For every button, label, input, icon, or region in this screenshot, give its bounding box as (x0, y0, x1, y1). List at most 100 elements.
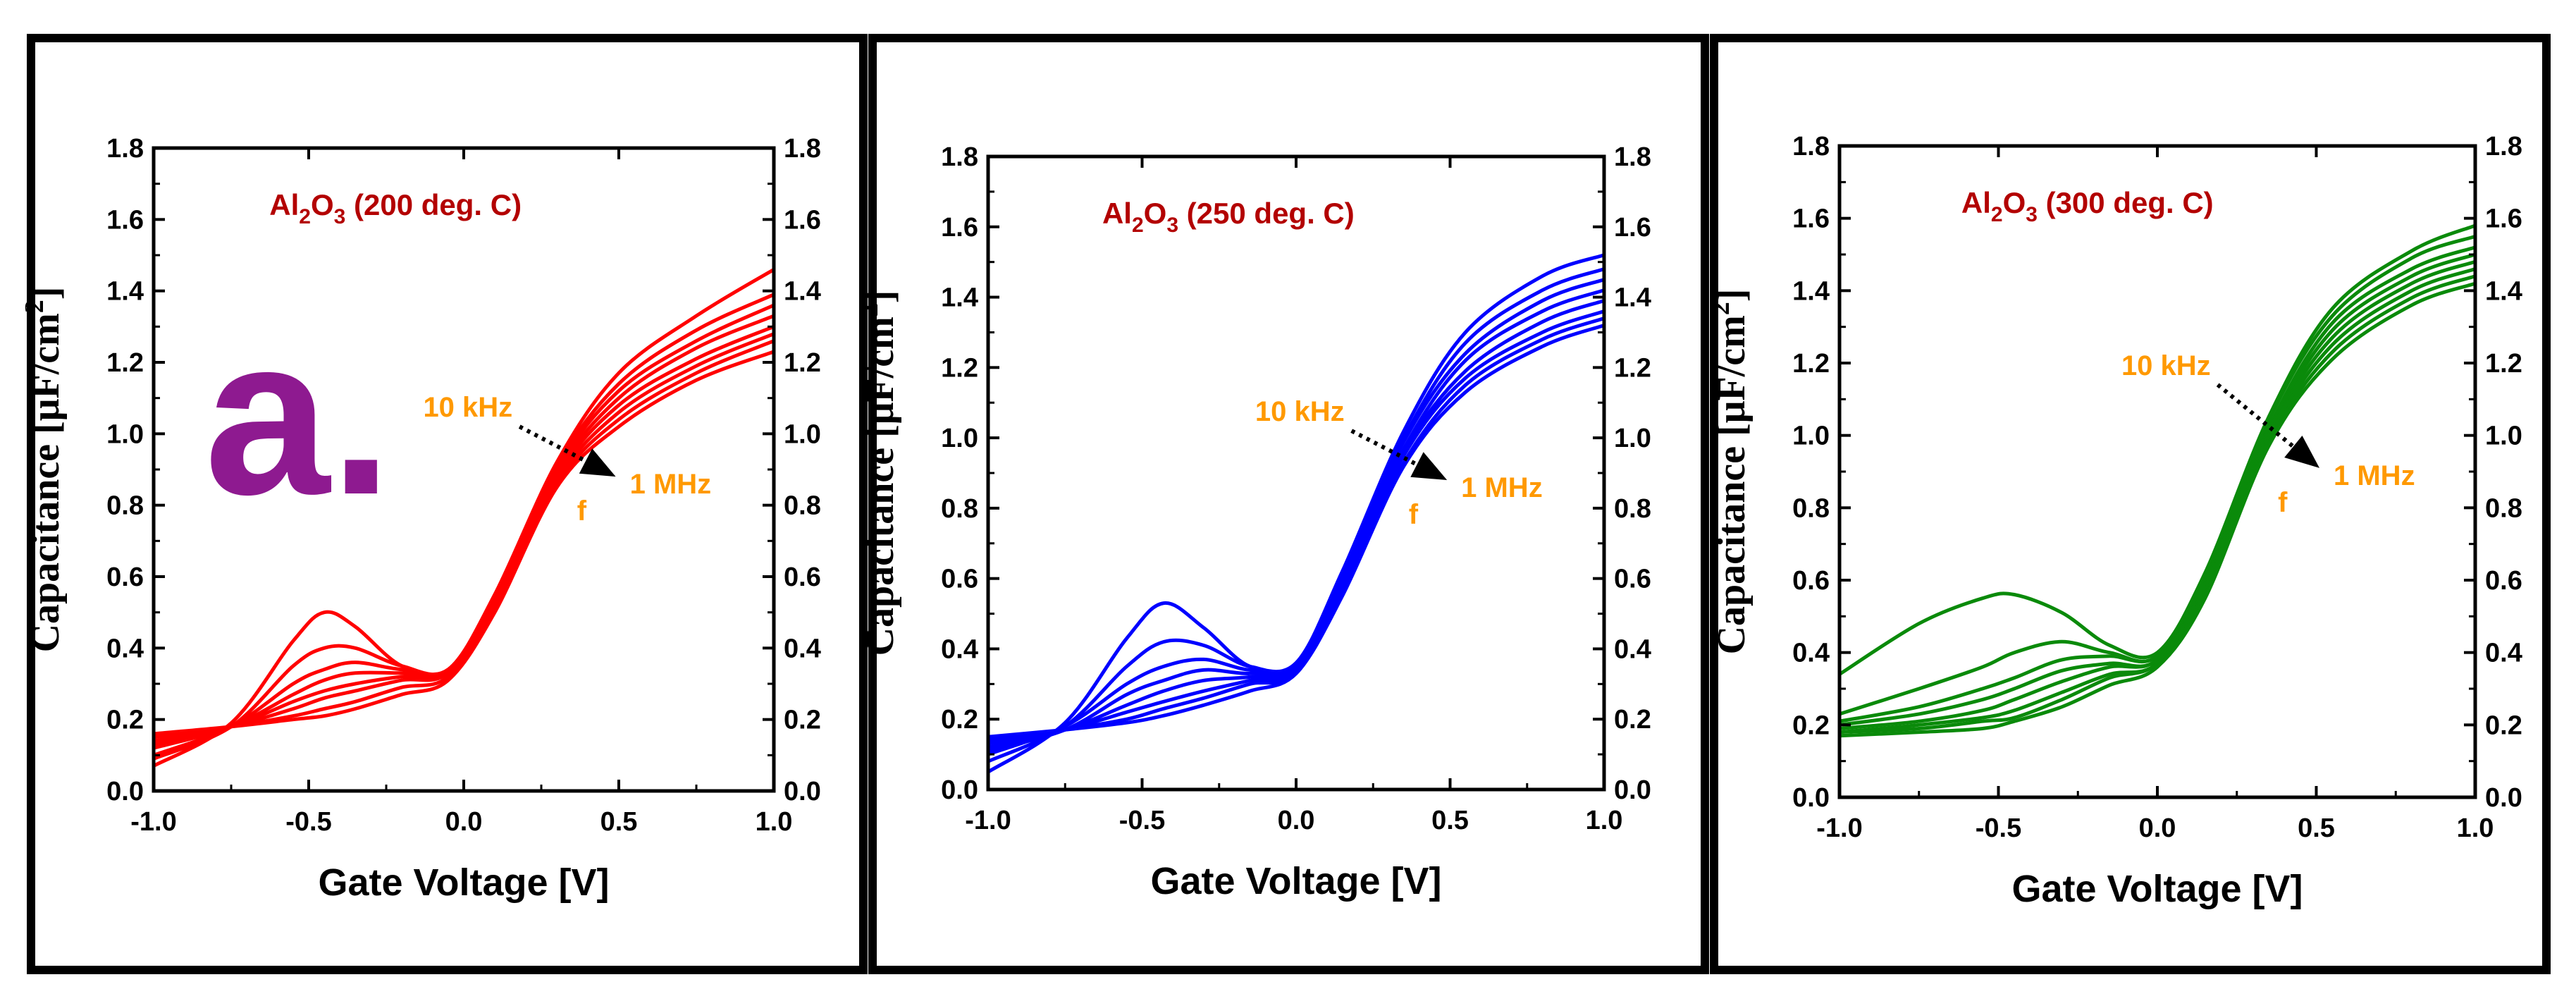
frequency-arrow-head (579, 448, 616, 477)
series-line-8 (988, 324, 1604, 739)
y-tick-label-right: 0.0 (784, 777, 821, 806)
data-lines (988, 253, 1604, 774)
title-al: Al (269, 188, 299, 221)
series-line-3 (1839, 245, 2475, 723)
annotation-f: f (577, 496, 587, 527)
title-o: O (311, 188, 334, 221)
y-tick-label-left: 1.2 (941, 353, 978, 383)
y-tick-label-right: 0.6 (2485, 566, 2522, 596)
title-al: Al (1102, 197, 1132, 230)
series-line-4 (988, 288, 1604, 753)
y-tick-label-left: 0.4 (941, 634, 978, 664)
x-tick-label: -0.5 (285, 807, 331, 837)
x-tick-label: 0.5 (600, 807, 638, 837)
y-tick-label-left: 1.4 (941, 283, 978, 313)
chart-title: Al2O3 (250 deg. C) (1102, 197, 1355, 237)
panel-2-border (868, 34, 1709, 974)
y-tick-label-right: 0.2 (1614, 705, 1651, 735)
panel-1-border (27, 34, 868, 974)
y-tick-label-left: 1.6 (941, 213, 978, 242)
y-tick-label-right: 1.0 (2485, 422, 2522, 451)
y-axis-label: Capacitance [μF/cm2] (1706, 289, 1754, 655)
y-axis-label: Capacitance [μF/cm2] (854, 290, 902, 656)
y-tick-label-left: 0.2 (941, 705, 978, 735)
title-o: O (1144, 197, 1167, 230)
y-axis-label: Capacitance [μF/cm2] (20, 287, 68, 653)
title-sub-2: 2 (1132, 214, 1144, 237)
annotation-1mhz: 1 MHz (630, 469, 712, 500)
title-o: O (2003, 186, 2026, 219)
y-tick-label-left: 1.8 (1792, 132, 1830, 161)
y-tick-label-right: 1.8 (784, 134, 821, 164)
y-tick-label-left: 1.8 (941, 142, 978, 172)
x-tick-label: 0.5 (2298, 813, 2335, 843)
y-tick-label-right: 1.0 (1614, 424, 1651, 453)
y-tick-label-right: 1.6 (784, 205, 821, 235)
y-axis-label-main: Capacitance [μF/cm (858, 317, 902, 656)
y-tick-label-right: 0.0 (1614, 775, 1651, 805)
y-tick-label-right: 1.6 (2485, 204, 2522, 234)
y-tick-label-left: 0.8 (106, 491, 144, 521)
series-line-7 (154, 339, 774, 739)
y-tick-label-right: 1.4 (1614, 283, 1651, 313)
panel-200C: 0.0 0.0 0.2 0.2 0.4 0.4 0.6 0.6 0.8 0.8 1.0 1.0 1.2 1… (20, 34, 868, 974)
x-tick-label: 1.0 (756, 807, 793, 837)
y-tick-label-left: 0.4 (106, 634, 144, 663)
y-tick-label-left: 0.6 (106, 563, 144, 592)
series-line-5 (1839, 259, 2475, 730)
y-tick-label-left: 0.8 (941, 494, 978, 524)
y-tick-label-right: 1.0 (784, 419, 821, 449)
title-sub-2: 2 (299, 205, 311, 228)
y-tick-label-right: 0.8 (784, 491, 821, 521)
y-tick-label-right: 1.6 (1614, 213, 1651, 242)
y-axis-label-sup: 2 (20, 300, 49, 313)
y-axis-label-sup: 2 (854, 303, 884, 317)
y-tick-label-right: 0.4 (784, 634, 821, 663)
y-tick-label-left: 0.0 (106, 777, 144, 806)
series-line-7 (1839, 274, 2475, 735)
y-tick-label-right: 1.4 (2485, 276, 2522, 306)
y-axis-label-main: Capacitance [μF/cm (24, 313, 68, 652)
y-axis-label-main: Capacitance [μF/cm (1710, 315, 1754, 654)
y-tick-label-left: 1.8 (106, 134, 144, 164)
y-tick-label-right: 1.8 (1614, 142, 1651, 172)
x-tick-label: 1.0 (2457, 813, 2494, 843)
y-tick-label-left: 1.6 (106, 205, 144, 235)
x-tick-label: 0.0 (1278, 806, 1315, 835)
y-tick-label-left: 0.6 (1792, 566, 1830, 596)
annotation-1mhz: 1 MHz (2334, 460, 2415, 491)
series-line-8 (1839, 281, 2475, 738)
series-line-1 (1839, 223, 2475, 676)
y-tick-label-left: 1.4 (106, 277, 144, 307)
y-tick-label-right: 1.2 (784, 348, 821, 378)
x-tick-label: -0.5 (1119, 806, 1165, 835)
y-tick-label-left: 1.4 (1792, 276, 1830, 306)
y-tick-label-left: 1.2 (106, 348, 144, 378)
annotation-10khz: 10 kHz (1255, 396, 1345, 427)
x-axis-label: Gate Voltage [V] (2011, 868, 2303, 910)
y-tick-label-right: 0.0 (2485, 783, 2522, 813)
chart-title: Al2O3 (300 deg. C) (1961, 186, 2214, 226)
panel-3-border (1710, 34, 2551, 974)
title-rest: (250 deg. C) (1178, 197, 1355, 230)
y-tick-label-right: 0.2 (784, 706, 821, 735)
y-tick-label-left: 0.0 (1792, 783, 1830, 813)
y-tick-label-left: 0.4 (1792, 639, 1830, 668)
title-sub-3: 3 (1166, 214, 1178, 237)
title-al: Al (1961, 186, 1991, 219)
y-tick-label-right: 0.4 (1614, 634, 1651, 664)
x-axis-label: Gate Voltage [V] (1150, 860, 1441, 902)
y-tick-label-right: 0.4 (2485, 639, 2522, 668)
chart-300C: 0.0 0.0 0.2 0.2 0.4 0.4 0.6 0.6 0.8 0.8 1.0 1.0 1.2 1… (1706, 132, 2522, 910)
annotation-f: f (2278, 487, 2288, 518)
y-tick-label-right: 1.2 (1614, 353, 1651, 383)
y-tick-label-right: 0.6 (784, 563, 821, 592)
y-tick-label-left: 0.6 (941, 565, 978, 594)
x-tick-label: -1.0 (1816, 813, 1862, 843)
title-sub-3: 3 (334, 205, 346, 228)
x-tick-label: 0.5 (1431, 806, 1469, 835)
y-tick-label-left: 1.0 (106, 419, 144, 449)
y-axis-label-end: ] (1710, 289, 1754, 302)
title-sub-3: 3 (2026, 203, 2038, 226)
